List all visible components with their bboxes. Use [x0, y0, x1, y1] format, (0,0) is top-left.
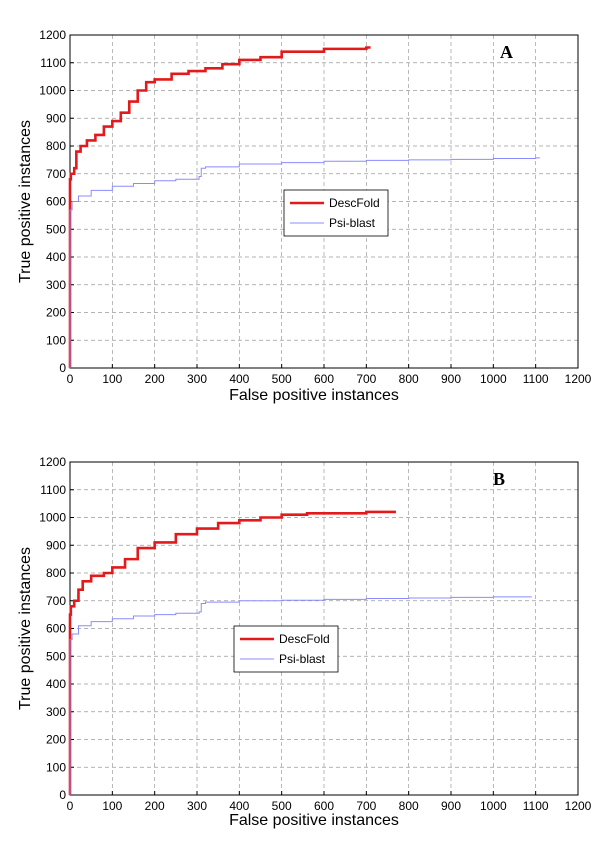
- x-tick-label: 700: [356, 799, 376, 813]
- x-tick-label: 1000: [480, 799, 507, 813]
- legend-box: [233, 625, 339, 673]
- x-tick-label: 900: [441, 372, 461, 386]
- x-tick-label: 100: [102, 372, 122, 386]
- legend-entry: DescFold: [279, 632, 330, 646]
- x-tick-label: 0: [67, 799, 74, 813]
- x-tick-label: 500: [272, 372, 292, 386]
- y-tick-label: 700: [46, 167, 66, 181]
- x-tick-label: 1100: [523, 372, 549, 386]
- series-line-psi-blast: [69, 157, 540, 368]
- y-axis-label: True positive instances: [17, 120, 34, 283]
- x-tick-label: 400: [229, 372, 249, 386]
- x-tick-label: 1200: [565, 372, 592, 386]
- x-tick-label: 200: [145, 799, 165, 813]
- y-tick-label: 800: [46, 566, 66, 580]
- y-tick-label: 900: [46, 538, 66, 552]
- x-tick-label: 300: [187, 372, 207, 386]
- legend: DescFold Psi-blast: [283, 189, 389, 237]
- chart-panel-b: 0 100 200 300 400 500 600 700 800 900 1000 1100 1200…: [17, 455, 592, 829]
- y-tick-label: 100: [46, 333, 66, 347]
- x-tick-label: 800: [399, 799, 419, 813]
- x-tick-label: 1100: [523, 799, 549, 813]
- x-tick-label: 700: [356, 372, 376, 386]
- y-tick-label: 200: [46, 306, 66, 320]
- x-tick-label: 1000: [480, 372, 507, 386]
- x-tick-label: 400: [229, 799, 249, 813]
- legend-entry: Psi-blast: [329, 216, 376, 230]
- chart-panel-a: 0 100 200 300 400 500 600 700 800 900 1000 1100 1200…: [17, 28, 592, 404]
- y-tick-label: 900: [46, 111, 66, 125]
- y-tick-label: 300: [46, 705, 66, 719]
- x-tick-label: 200: [145, 372, 165, 386]
- y-tick-label: 700: [46, 594, 66, 608]
- y-tick-label: 300: [46, 278, 66, 292]
- legend: DescFold Psi-blast: [233, 625, 339, 673]
- y-tick-label: 100: [46, 760, 66, 774]
- legend-entry: Psi-blast: [279, 652, 326, 666]
- y-tick-label: 1000: [39, 511, 66, 525]
- y-tick-label: 1100: [40, 483, 66, 497]
- legend-box: [283, 189, 389, 237]
- series-line-descfold: [68, 510, 396, 795]
- y-tick-label: 400: [46, 677, 66, 691]
- x-tick-label: 300: [187, 799, 207, 813]
- y-tick-label: 1200: [39, 455, 66, 469]
- series-line-descfold: [68, 46, 371, 368]
- x-axis-label: False positive instances: [229, 387, 399, 404]
- y-tick-label: 600: [46, 195, 66, 209]
- x-tick-label: 0: [67, 372, 74, 386]
- y-tick-label: 0: [59, 788, 66, 802]
- x-tick-label: 800: [399, 372, 419, 386]
- y-axis-label: True positive instances: [17, 547, 34, 710]
- y-tick-label: 500: [46, 649, 66, 663]
- panel-letter: B: [493, 469, 505, 489]
- y-tick-label: 600: [46, 622, 66, 636]
- x-tick-label: 1200: [565, 799, 592, 813]
- legend-entry: DescFold: [329, 196, 380, 210]
- y-tick-label: 0: [59, 361, 66, 375]
- x-tick-label: 600: [314, 372, 334, 386]
- y-tick-label: 200: [46, 733, 66, 747]
- y-tick-label: 1000: [39, 84, 66, 98]
- y-tick-label: 500: [46, 222, 66, 236]
- panel-letter: A: [500, 42, 513, 62]
- y-tick-label: 1100: [40, 56, 66, 70]
- y-tick-label: 800: [46, 139, 66, 153]
- y-tick-label: 400: [46, 250, 66, 264]
- series-line-psi-blast: [69, 596, 532, 795]
- x-tick-label: 500: [272, 799, 292, 813]
- x-tick-label: 100: [102, 799, 122, 813]
- x-axis-label: False positive instances: [229, 812, 399, 829]
- x-tick-label: 900: [441, 799, 461, 813]
- x-tick-label: 600: [314, 799, 334, 813]
- y-tick-label: 1200: [39, 28, 66, 42]
